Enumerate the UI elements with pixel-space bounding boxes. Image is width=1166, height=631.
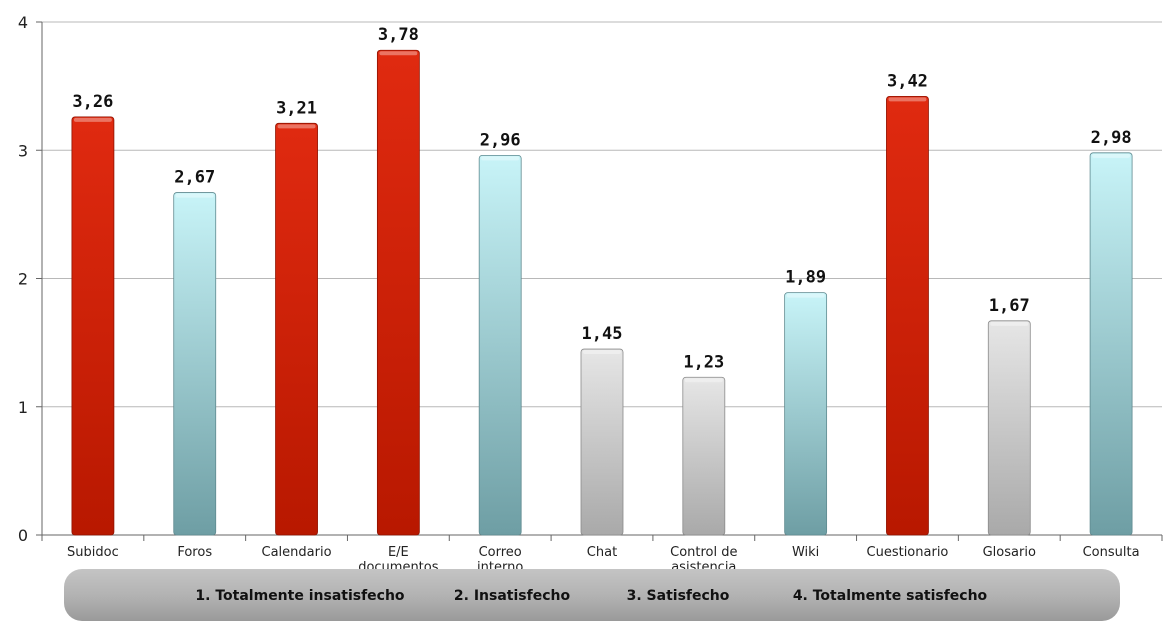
value-label: 3,21 (276, 98, 317, 118)
category-label: Calendario (262, 545, 332, 560)
legend: 1. Totalmente insatisfecho 2. Insatisfech… (64, 569, 1120, 621)
bar (580, 348, 624, 536)
bar (376, 49, 420, 536)
legend-item: 4. Totalmente satisfecho (793, 588, 988, 604)
bar (987, 320, 1031, 536)
category-label: Cuestionario (867, 545, 949, 560)
legend-item: 3. Satisfecho (627, 588, 730, 604)
value-label: 1,67 (989, 296, 1030, 316)
bar-highlight (786, 293, 825, 298)
legend-box (64, 569, 1120, 621)
bar (71, 116, 115, 536)
bar (275, 122, 318, 536)
bar (478, 154, 522, 536)
bar (784, 292, 828, 536)
category-label: Subidoc (67, 545, 119, 560)
bar-highlight (990, 321, 1029, 326)
bar-highlight (277, 124, 316, 129)
bars (71, 49, 1133, 536)
bar-highlight (1092, 153, 1131, 158)
bar (682, 376, 726, 536)
bar (886, 95, 929, 536)
bar-highlight (583, 350, 621, 355)
category-label: Foros (177, 545, 212, 560)
bar-highlight (175, 193, 214, 198)
axes: 0 1 2 3 4 (18, 13, 1163, 545)
y-tick-label: 1 (18, 398, 28, 417)
value-label: 3,78 (378, 25, 419, 45)
value-label: 1,45 (582, 324, 623, 344)
value-label: 2,96 (480, 130, 521, 150)
bar-highlight (73, 117, 112, 122)
category-label: Glosario (983, 545, 1036, 560)
y-tick-label: 4 (18, 13, 28, 32)
value-label: 2,67 (174, 168, 215, 188)
category-label: Consulta (1083, 545, 1140, 560)
y-tick-label: 0 (18, 526, 28, 545)
y-tick-label: 2 (18, 270, 28, 289)
value-label: 3,26 (72, 92, 113, 112)
legend-item: 1. Totalmente insatisfecho (195, 588, 405, 604)
category-label: Chat (587, 545, 617, 560)
legend-item: 2. Insatisfecho (454, 588, 571, 604)
bar (1089, 152, 1133, 536)
value-label: 1,89 (785, 268, 826, 288)
value-label: 2,98 (1091, 128, 1132, 148)
bar-highlight (379, 51, 418, 56)
bar-highlight (684, 378, 723, 383)
bar-highlight (481, 156, 520, 161)
y-tick-label: 3 (18, 141, 28, 160)
bar (173, 192, 217, 536)
value-label: 1,23 (683, 352, 724, 372)
labels: 3,26Subidoc2,67Foros3,21Calendario3,78E/… (67, 25, 1140, 575)
value-label: 3,42 (887, 71, 928, 91)
bar-highlight (888, 97, 927, 102)
category-label: Wiki (792, 545, 819, 560)
